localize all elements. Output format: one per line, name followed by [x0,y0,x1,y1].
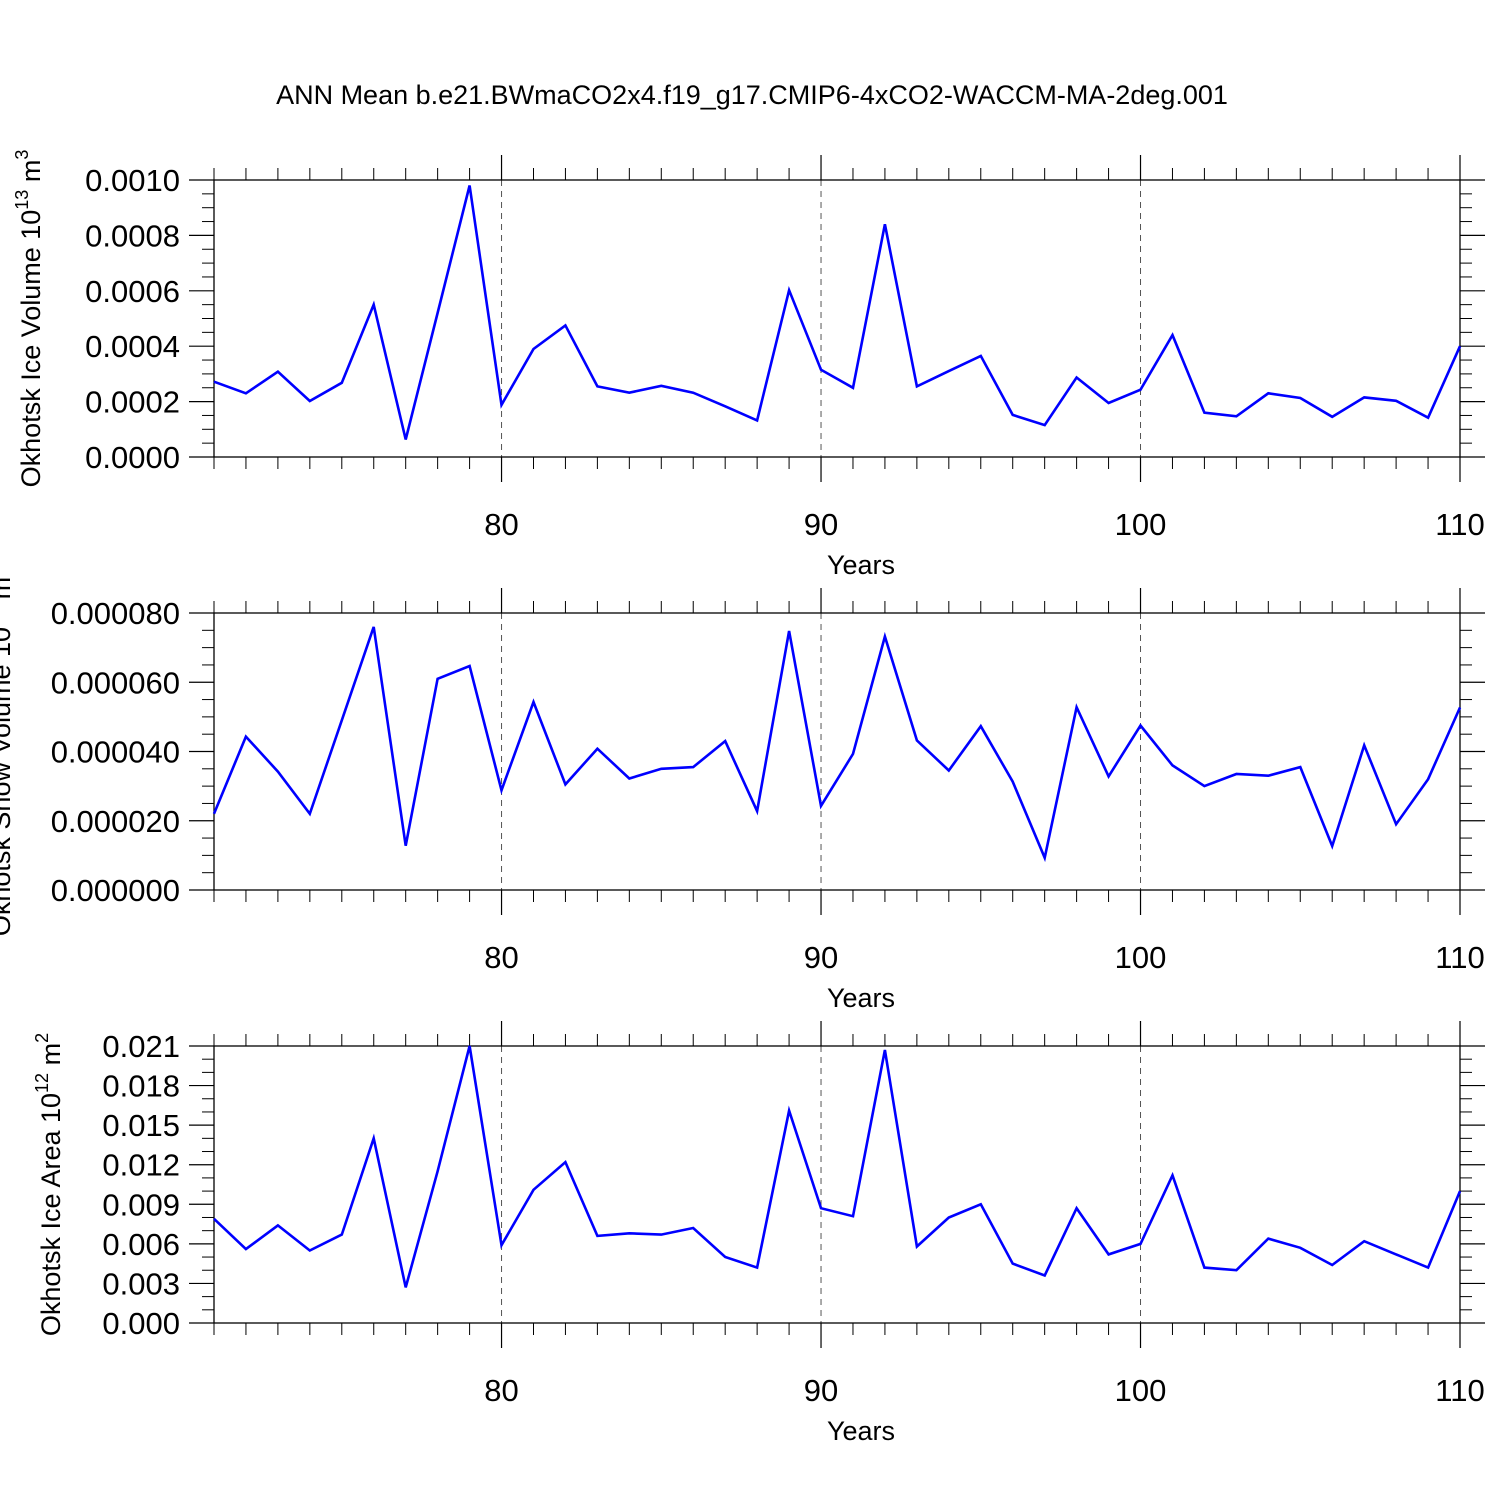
x-axis-label: Years [827,1416,895,1446]
y-axis-label: Okhotsk Ice Volume 1013 m3 [12,150,46,488]
x-axis-label: Years [827,983,895,1013]
plot-frame [213,1045,1461,1324]
y-axis-label-unit: m [0,577,16,607]
y-tick-label-0.015: 0.015 [102,1108,180,1143]
y-tick-label-0.000020: 0.000020 [51,804,180,839]
x-tick-label-90: 90 [804,1373,838,1408]
y-tick-label-0.018: 0.018 [102,1069,180,1104]
y-tick-label-0.003: 0.003 [102,1266,180,1301]
y-tick-label-0.000060: 0.000060 [51,665,180,700]
y-axis-label-unit: m [16,160,46,190]
x-tick-label-90: 90 [804,507,838,542]
panel-3: 80 90 100 110 0.000 0.003 0.006 0.009 0.012 0.015… [32,1021,1485,1446]
x-tick-label-90: 90 [804,940,838,975]
data-line [212,626,1462,863]
x-tick-label-110: 110 [1435,507,1484,542]
chart-title: ANN Mean b.e21.BWmaCO2x4.f19_g17.CMIP6-4… [276,80,1228,110]
panel-2: 80 90 100 110 0.000000 0.000020 0.000040 0.0000… [0,567,1485,1013]
y-tick-label-0.0008: 0.0008 [85,218,180,253]
y-tick-label-0.0000: 0.0000 [85,440,180,475]
plot-frame [213,179,1461,458]
y-axis-label: Okhotsk Ice Area 1012 m2 [32,1033,66,1336]
y-tick-label-0.0010: 0.0010 [85,163,180,198]
y-tick-label-0.000000: 0.000000 [51,873,180,908]
y-tick-label-0.000080: 0.000080 [51,596,180,631]
x-tick-label-100: 100 [1115,1373,1167,1408]
y-axis-label-unit-exponent: 3 [0,567,2,577]
y-axis-label-unit-exponent: 3 [12,150,32,160]
y-axis-label: Okhotsk Snow Volume 1013 m3 [0,567,16,936]
y-axis-label-text: Okhotsk Ice Volume 10 [16,210,46,488]
y-axis-label-text: Okhotsk Ice Area 10 [36,1093,66,1336]
y-axis-label-unit-exponent: 2 [32,1033,52,1043]
y-tick-label-0.000040: 0.000040 [51,735,180,770]
data-line [213,1045,1462,1288]
x-tick-label-110: 110 [1435,1373,1484,1408]
y-tick-label-0.012: 0.012 [102,1148,180,1183]
x-tick-label-100: 100 [1115,940,1167,975]
plot-frame [213,612,1461,891]
x-tick-label-110: 110 [1435,940,1484,975]
y-axis-label-exponent: 13 [0,607,2,627]
panel-1: 80 90 100 110 0.0000 0.0002 0.0004 0.0006 0.0008… [12,150,1485,580]
y-tick-label-0.006: 0.006 [102,1227,180,1262]
y-tick-label-0.021: 0.021 [102,1029,180,1064]
x-axis-label: Years [827,550,895,580]
y-axis-label-unit: m [36,1043,66,1073]
y-tick-label-0.0002: 0.0002 [85,385,180,420]
y-axis-label-exponent: 13 [12,190,32,210]
x-tick-label-80: 80 [484,1373,518,1408]
y-axis-label-exponent: 12 [32,1073,52,1093]
y-tick-label-0.0004: 0.0004 [85,329,180,364]
x-tick-label-80: 80 [484,940,518,975]
y-tick-label-0.000: 0.000 [102,1306,180,1341]
y-tick-label-0.0006: 0.0006 [85,274,180,309]
y-axis-label-text: Okhotsk Snow Volume 10 [0,627,16,936]
x-tick-label-100: 100 [1115,507,1167,542]
chart-panels: 80 90 100 1100.00000.00020.00040.00060.0008… [0,150,1485,1446]
y-tick-label-0.009: 0.009 [102,1187,180,1222]
data-line [213,185,1462,440]
x-tick-label-80: 80 [484,507,518,542]
